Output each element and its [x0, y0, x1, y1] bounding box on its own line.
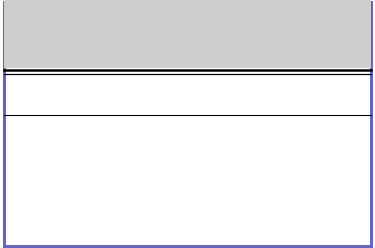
Text: C parapsilosis: C parapsilosis — [26, 183, 104, 193]
Text: 1: 1 — [192, 241, 198, 248]
Text: Candida species: Candida species — [11, 125, 112, 135]
Text: Table 2. Mortality Associated With Hematogenous: Table 2. Mortality Associated With Hemat… — [11, 14, 362, 27]
Text: 30: 30 — [188, 145, 202, 155]
Text: 15: 15 — [254, 164, 268, 174]
Text: 3: 3 — [257, 183, 264, 193]
Text: (%): (%) — [318, 100, 338, 110]
Text: 1: 1 — [257, 222, 264, 232]
Text: C tropicalis: C tropicalis — [26, 203, 88, 213]
Text: C albicans: C albicans — [26, 145, 84, 155]
Text: 6: 6 — [192, 203, 198, 213]
Text: 20.0: 20.0 — [316, 222, 340, 232]
Text: 50.0: 50.0 — [316, 203, 340, 213]
Text: C lusitaniae: C lusitaniae — [26, 241, 92, 248]
Text: 21.4: 21.4 — [316, 183, 340, 193]
Text: 38.2: 38.2 — [316, 125, 340, 135]
Text: Candida: Candida — [56, 45, 112, 58]
Text: 81: 81 — [188, 125, 202, 135]
Text: 5: 5 — [192, 222, 198, 232]
Text: 3: 3 — [257, 203, 264, 213]
Text: (n): (n) — [253, 100, 268, 110]
Text: C glabrata: C glabrata — [26, 164, 84, 174]
Text: Deaths: Deaths — [241, 83, 280, 93]
Text: 31: 31 — [254, 125, 268, 135]
Text: C krusei: C krusei — [26, 222, 71, 232]
Text: 100.0: 100.0 — [312, 241, 344, 248]
Text: Episodes: Episodes — [170, 83, 220, 93]
Text: 1: 1 — [257, 241, 264, 248]
Text: Invasion by: Invasion by — [11, 45, 96, 58]
Text: (n): (n) — [187, 100, 203, 110]
Text: 11: 11 — [254, 145, 268, 155]
Text: Mortality: Mortality — [303, 83, 353, 93]
Text: Species: Species — [88, 45, 146, 58]
Text: 25: 25 — [188, 164, 202, 174]
Text: 14: 14 — [188, 183, 202, 193]
Text: 36.6: 36.6 — [316, 145, 340, 155]
Text: 60.0: 60.0 — [316, 164, 340, 174]
